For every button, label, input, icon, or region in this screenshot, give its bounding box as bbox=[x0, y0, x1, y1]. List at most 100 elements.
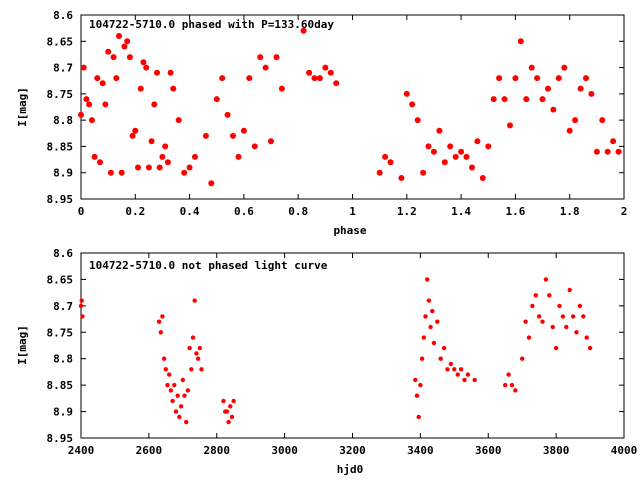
data-point bbox=[170, 85, 177, 92]
data-point bbox=[322, 64, 329, 71]
x-tick-label: 3000 bbox=[271, 444, 298, 457]
data-point bbox=[509, 382, 515, 388]
data-point bbox=[584, 335, 589, 340]
data-point bbox=[187, 345, 192, 351]
data-point bbox=[528, 64, 535, 71]
data-point bbox=[107, 169, 114, 176]
data-point bbox=[421, 335, 426, 340]
phased-chart-ylabel: I[mag] bbox=[16, 87, 29, 127]
data-point bbox=[553, 345, 559, 351]
x-tick-label: 0.2 bbox=[125, 205, 145, 218]
data-point bbox=[246, 75, 253, 82]
data-point bbox=[387, 159, 394, 166]
unphased-chart-points bbox=[78, 277, 593, 425]
data-point bbox=[180, 377, 185, 383]
data-point bbox=[162, 143, 169, 150]
data-point bbox=[137, 85, 144, 92]
data-point bbox=[523, 96, 530, 103]
data-point bbox=[83, 96, 90, 103]
data-point bbox=[588, 90, 595, 97]
data-point bbox=[300, 27, 307, 34]
data-point bbox=[91, 153, 98, 160]
x-tick-label: 2800 bbox=[204, 444, 231, 457]
data-point bbox=[447, 143, 454, 150]
data-point bbox=[441, 345, 447, 351]
data-point bbox=[224, 111, 231, 118]
data-point bbox=[151, 101, 158, 108]
data-point bbox=[430, 308, 435, 314]
data-point bbox=[418, 382, 423, 388]
data-point bbox=[178, 404, 184, 409]
data-point bbox=[458, 367, 464, 372]
data-point bbox=[416, 414, 421, 420]
data-point bbox=[306, 69, 313, 76]
data-point bbox=[165, 382, 170, 388]
data-point bbox=[441, 159, 448, 166]
data-point bbox=[124, 38, 131, 45]
data-point bbox=[574, 330, 579, 335]
x-tick-label: 3200 bbox=[339, 444, 366, 457]
data-point bbox=[610, 138, 617, 145]
unphased-chart-ticks: 2400 2600 2800 3000 3200 3400 3600 3800 4000 8.6 8… bbox=[47, 247, 638, 457]
data-point bbox=[140, 59, 147, 66]
data-point bbox=[550, 106, 557, 113]
data-point bbox=[177, 414, 182, 420]
data-point bbox=[431, 340, 437, 346]
data-point bbox=[229, 414, 235, 420]
data-point bbox=[534, 75, 541, 82]
x-tick-label: 2400 bbox=[68, 444, 95, 457]
x-tick-label: 0.6 bbox=[234, 205, 254, 218]
data-point bbox=[425, 277, 430, 282]
data-point bbox=[501, 96, 508, 103]
data-point bbox=[159, 153, 166, 160]
data-point bbox=[208, 180, 215, 187]
data-point bbox=[219, 75, 226, 82]
data-point bbox=[414, 117, 421, 124]
data-point bbox=[158, 330, 163, 335]
data-point bbox=[543, 277, 549, 282]
data-point bbox=[545, 85, 551, 92]
data-point bbox=[520, 356, 525, 361]
data-point bbox=[436, 127, 443, 134]
data-point bbox=[570, 314, 576, 319]
data-point bbox=[376, 169, 383, 176]
data-point bbox=[540, 319, 545, 324]
y-tick-label: 8.95 bbox=[47, 432, 74, 445]
data-point bbox=[479, 175, 486, 181]
data-point bbox=[192, 298, 197, 303]
data-point bbox=[224, 409, 230, 414]
data-point bbox=[413, 377, 418, 383]
data-point bbox=[230, 132, 236, 139]
data-point bbox=[192, 153, 198, 160]
data-point bbox=[186, 164, 193, 171]
data-point bbox=[251, 143, 258, 150]
data-point bbox=[506, 372, 511, 377]
data-point bbox=[448, 361, 454, 367]
data-point bbox=[517, 38, 524, 45]
data-point bbox=[316, 75, 323, 82]
data-point bbox=[333, 80, 340, 87]
y-tick-label: 8.65 bbox=[47, 273, 74, 286]
x-tick-label: 0.8 bbox=[288, 205, 308, 218]
data-point bbox=[86, 101, 93, 108]
data-point bbox=[78, 111, 84, 118]
data-point bbox=[88, 117, 95, 124]
data-point bbox=[445, 367, 450, 372]
data-point bbox=[148, 138, 155, 145]
data-point bbox=[221, 398, 226, 404]
data-point bbox=[425, 143, 432, 150]
data-point bbox=[175, 117, 182, 124]
data-point bbox=[110, 54, 117, 61]
data-point bbox=[132, 127, 139, 134]
data-point bbox=[163, 367, 168, 372]
data-point bbox=[154, 69, 160, 76]
y-tick-label: 8.7 bbox=[53, 62, 73, 75]
data-point bbox=[116, 33, 122, 39]
data-point bbox=[185, 388, 191, 393]
unphased-chart-xlabel: hjd0 bbox=[337, 463, 364, 476]
data-point bbox=[503, 382, 508, 388]
data-point bbox=[423, 314, 428, 319]
y-tick-label: 8.85 bbox=[47, 140, 74, 153]
data-point bbox=[228, 404, 233, 409]
